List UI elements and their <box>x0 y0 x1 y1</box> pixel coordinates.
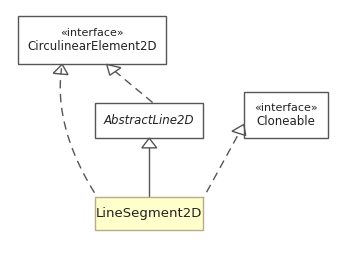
FancyBboxPatch shape <box>95 197 203 230</box>
Text: «interface»: «interface» <box>254 103 318 113</box>
Text: AbstractLine2D: AbstractLine2D <box>104 114 195 127</box>
Text: CirculinearElement2D: CirculinearElement2D <box>27 40 157 53</box>
FancyBboxPatch shape <box>244 92 328 138</box>
Text: Cloneable: Cloneable <box>257 115 315 128</box>
Text: LineSegment2D: LineSegment2D <box>96 207 202 220</box>
Text: «interface»: «interface» <box>60 28 124 38</box>
FancyBboxPatch shape <box>95 103 203 138</box>
FancyBboxPatch shape <box>18 16 166 64</box>
